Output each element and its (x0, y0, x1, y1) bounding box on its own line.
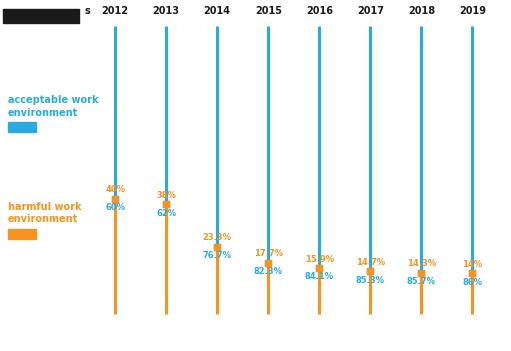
Text: 2012: 2012 (102, 6, 129, 16)
Text: 86%: 86% (462, 278, 482, 287)
Bar (8, 229, 36, 239)
Bar (8, 122, 36, 132)
Text: 2014: 2014 (204, 6, 230, 16)
Text: 2018: 2018 (408, 6, 435, 16)
Text: 84.1%: 84.1% (305, 272, 334, 281)
Text: 40%: 40% (105, 185, 125, 194)
Text: 14.3%: 14.3% (407, 259, 436, 268)
Text: s: s (84, 6, 90, 16)
Text: 2017: 2017 (357, 6, 384, 16)
Text: acceptable work
environment: acceptable work environment (8, 95, 99, 118)
Text: 76.7%: 76.7% (203, 251, 231, 260)
Text: 2013: 2013 (153, 6, 180, 16)
Text: 14.7%: 14.7% (356, 258, 385, 267)
Text: 23.3%: 23.3% (203, 233, 231, 242)
Text: 14%: 14% (462, 260, 482, 269)
Text: 2019: 2019 (459, 6, 486, 16)
Text: 60%: 60% (105, 203, 125, 212)
Text: 85.3%: 85.3% (356, 276, 385, 285)
Text: 62%: 62% (156, 208, 176, 218)
Bar (3, 8, 79, 23)
Text: 15.9%: 15.9% (305, 254, 334, 264)
Text: 85.7%: 85.7% (407, 277, 436, 286)
Text: 17.7%: 17.7% (254, 250, 283, 258)
Text: 38%: 38% (156, 191, 176, 200)
Text: harmful work
environment: harmful work environment (8, 202, 82, 224)
Text: 2016: 2016 (306, 6, 333, 16)
Text: 82.3%: 82.3% (254, 267, 283, 276)
Text: 2015: 2015 (255, 6, 282, 16)
